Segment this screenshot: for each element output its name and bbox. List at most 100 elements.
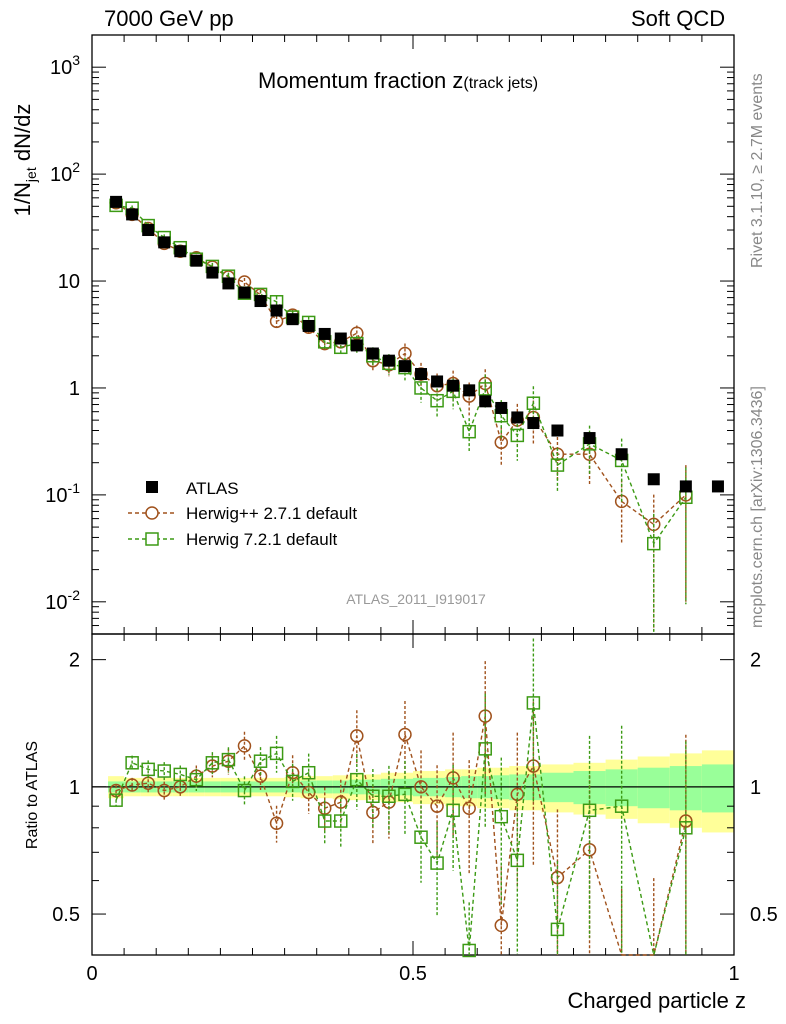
atlas-data-point <box>679 480 692 493</box>
herwigpp-ratio-point <box>350 729 364 743</box>
legend-label-herwig7: Herwig 7.2.1 default <box>186 530 337 549</box>
herwig7-ratio-point <box>253 754 268 768</box>
atlas-data-point <box>495 401 508 414</box>
herwigpp-ratio-point <box>334 795 348 809</box>
ratio-y-tick-label-right: 2 <box>750 650 761 672</box>
atlas-data-point <box>711 480 724 493</box>
herwigpp-ratio-point <box>141 776 155 790</box>
herwig7-ratio-point <box>414 830 428 844</box>
herwig7-ratio-point <box>382 789 396 804</box>
herwig7-point <box>647 536 661 551</box>
legend-label-atlas: ATLAS <box>186 479 239 498</box>
ratio-y-axis-label: Ratio to ATLAS <box>24 741 41 849</box>
herwigpp-ratio-point <box>157 783 171 798</box>
herwigpp-ratio-point <box>462 801 476 815</box>
herwig7-ratio-point <box>430 856 444 870</box>
atlas-data-point <box>190 254 203 267</box>
herwig7-point <box>430 393 444 408</box>
herwig7-point <box>414 381 428 395</box>
ratio-y-tick-label-right: 0.5 <box>750 904 778 926</box>
atlas-data-point <box>142 224 155 237</box>
atlas-data-point <box>302 319 315 332</box>
y-tick-label: 10 <box>58 271 80 293</box>
atlas-data-point <box>382 354 395 367</box>
y-tick-label: 102 <box>50 159 80 186</box>
herwig7-ratio-point <box>614 799 629 813</box>
atlas-data-point <box>286 313 299 326</box>
atlas-data-point <box>447 379 460 392</box>
ratio-y-tick-label: 2 <box>69 650 80 672</box>
herwig7-point <box>462 424 476 439</box>
herwig7-ratio-point <box>366 789 380 804</box>
atlas-data-point <box>415 368 428 381</box>
atlas-data-point <box>479 395 492 408</box>
herwig7-ratio-point <box>478 742 492 756</box>
herwig7-ratio-point <box>462 943 476 958</box>
header-left: 7000 GeV pp <box>104 6 234 31</box>
herwigpp-ratio-point <box>301 785 316 800</box>
x-tick-label: 0 <box>86 963 97 985</box>
herwig7-ratio-point <box>582 803 597 818</box>
herwigpp-ratio-point <box>237 739 252 753</box>
ratio-band-inner <box>701 764 734 813</box>
herwigpp-point <box>237 275 252 289</box>
herwig7-point <box>679 490 693 505</box>
atlas-data-point <box>238 286 251 299</box>
atlas-data-point <box>463 384 476 397</box>
atlas-data-point <box>126 208 139 221</box>
y-tick-label: 1 <box>69 378 80 400</box>
herwig7-ratio-point <box>350 772 364 787</box>
herwig7-point <box>478 382 492 396</box>
x-tick-label: 0.5 <box>399 963 427 985</box>
herwigpp-ratio-point <box>430 799 444 813</box>
atlas-data-point <box>583 432 596 445</box>
herwig7-ratio-point <box>285 774 300 789</box>
atlas-data-point <box>174 245 187 258</box>
herwig7-ratio-point <box>494 809 509 824</box>
ratio-band-inner <box>637 767 670 809</box>
herwig7-ratio-point <box>510 853 525 868</box>
herwig7-ratio-point <box>550 922 565 937</box>
atlas-data-point <box>431 375 444 388</box>
ratio-y-tick-label-right: 1 <box>750 777 761 799</box>
atlas-data-point <box>206 266 219 279</box>
legend-marker-herwigpp <box>145 506 159 520</box>
chart-title: Momentum fraction z(track jets) <box>258 68 538 93</box>
herwigpp-ratio-point <box>582 842 597 857</box>
atlas-data-point <box>158 236 171 249</box>
herwig7-ratio-point <box>189 772 204 787</box>
analysis-watermark: ATLAS_2011_I919017 <box>346 591 486 607</box>
herwig7-ratio-point <box>109 793 123 807</box>
atlas-data-point <box>110 195 123 208</box>
legend-marker-atlas <box>146 481 158 493</box>
ratio-y-tick-label: 0.5 <box>52 904 80 926</box>
y-tick-label: 10-1 <box>45 480 80 507</box>
herwig7-ratio-point <box>526 696 541 710</box>
herwigpp-point <box>269 314 284 329</box>
atlas-data-point <box>350 339 363 352</box>
herwigpp-ratio-point <box>269 816 284 831</box>
atlas-data-point <box>270 304 283 317</box>
atlas-data-point <box>222 277 235 290</box>
herwig7-point <box>550 458 565 472</box>
herwig7-ratio-point <box>301 765 316 780</box>
herwigpp-ratio-point <box>253 769 268 783</box>
legend-marker-herwig7 <box>145 532 159 546</box>
legend-label-herwigpp: Herwig++ 2.7.1 default <box>186 504 357 523</box>
y-tick-label: 10-2 <box>45 587 80 614</box>
y-axis-label: 1/Njet dN/dz <box>10 104 39 217</box>
herwigpp-ratio-point <box>398 727 412 742</box>
herwigpp-ratio-point <box>414 780 428 794</box>
herwigpp-point <box>494 435 509 450</box>
y-tick-label: 103 <box>50 52 80 79</box>
herwig7-ratio-point <box>334 814 348 828</box>
x-tick-label: 1 <box>728 963 739 985</box>
header-right: Soft QCD <box>631 6 726 31</box>
herwig7-ratio-point <box>398 787 412 802</box>
herwig7-ratio-point <box>157 764 171 778</box>
atlas-data-point <box>254 295 267 308</box>
herwig7-ratio-point <box>679 821 693 835</box>
atlas-data-point <box>647 473 660 486</box>
herwig7-ratio-line <box>115 702 687 956</box>
